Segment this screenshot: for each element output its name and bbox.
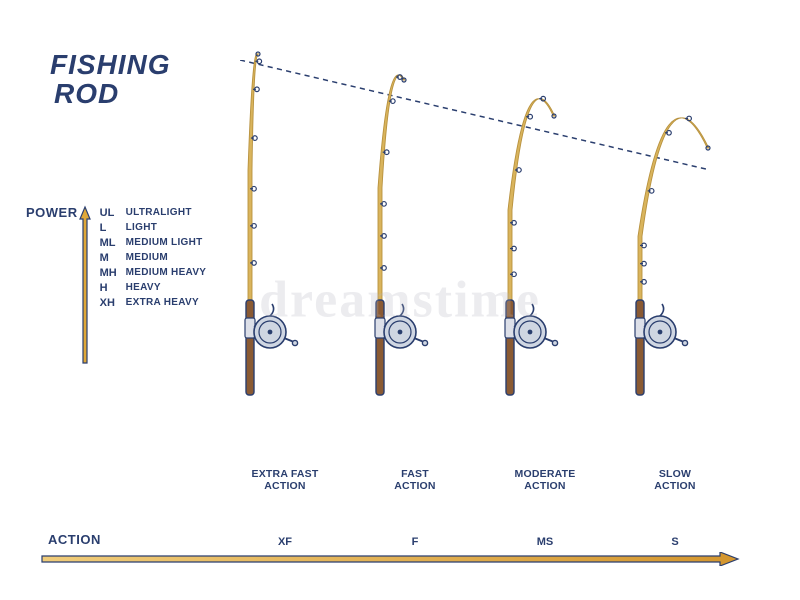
power-code: MH (100, 267, 126, 279)
power-row: MMEDIUM (100, 252, 207, 264)
rod-caption: SLOWACTION (600, 468, 750, 492)
power-label: HEAVY (126, 282, 161, 293)
power-row: MLMEDIUM LIGHT (100, 237, 207, 249)
power-label: MEDIUM LIGHT (126, 237, 203, 248)
power-legend: POWER ULULTRALIGHTLLIGHTMLMEDIUM LIGHTMM… (46, 205, 206, 365)
action-heading: ACTION (48, 532, 101, 547)
rod-column: SLOWACTIONS (610, 40, 740, 490)
rod-column: MODERATEACTIONMS (480, 40, 610, 490)
power-row: LLIGHT (100, 222, 207, 234)
rod-caption-bottom: ACTION (394, 480, 435, 492)
power-code: L (100, 222, 126, 234)
power-list: ULULTRALIGHTLLIGHTMLMEDIUM LIGHTMMEDIUMM… (100, 205, 207, 310)
diagram-container: FISHING ROD POWER ULULTRALIGHTLLIGHTMLME… (40, 30, 760, 560)
rods-area: EXTRA FASTACTIONXF FASTACTIONF MODERATEA… (220, 40, 740, 490)
power-row: XHEXTRA HEAVY (100, 297, 207, 309)
power-label: MEDIUM (126, 252, 168, 263)
rod-caption-top: FAST (401, 468, 429, 480)
rod-column: EXTRA FASTACTIONXF (220, 40, 350, 490)
power-code: ML (100, 237, 126, 249)
power-code: UL (100, 207, 126, 219)
rod-caption: EXTRA FASTACTION (210, 468, 360, 492)
rod-code: F (350, 536, 480, 548)
rod-caption: FASTACTION (340, 468, 490, 492)
power-label: LIGHT (126, 222, 158, 233)
title-line1: FISHING (50, 50, 171, 79)
rod-caption-bottom: ACTION (524, 480, 565, 492)
power-row: HHEAVY (100, 282, 207, 294)
power-label: ULTRALIGHT (126, 207, 192, 218)
rod-caption-top: EXTRA FAST (252, 468, 319, 480)
rod-caption-top: MODERATE (515, 468, 576, 480)
rod-code: S (610, 536, 740, 548)
rod-caption-top: SLOW (659, 468, 691, 480)
rod-column: FASTACTIONF (350, 40, 480, 490)
rod-caption: MODERATEACTION (470, 468, 620, 492)
arrow-right-icon (40, 552, 740, 566)
power-row: MHMEDIUM HEAVY (100, 267, 207, 279)
rod-caption-bottom: ACTION (264, 480, 305, 492)
power-label: MEDIUM HEAVY (126, 267, 207, 278)
power-row: ULULTRALIGHT (100, 207, 207, 219)
power-code: M (100, 252, 126, 264)
power-label: EXTRA HEAVY (126, 297, 199, 308)
rod-caption-bottom: ACTION (654, 480, 695, 492)
action-arrow-right (40, 552, 740, 566)
power-heading: POWER (26, 205, 78, 220)
title: FISHING ROD (50, 50, 171, 109)
arrow-up-icon (78, 205, 92, 365)
rod-code: MS (480, 536, 610, 548)
power-arrow-up (78, 205, 92, 365)
power-code: H (100, 282, 126, 294)
rod-code: XF (220, 536, 350, 548)
power-code: XH (100, 297, 126, 309)
title-line2: ROD (50, 79, 171, 108)
